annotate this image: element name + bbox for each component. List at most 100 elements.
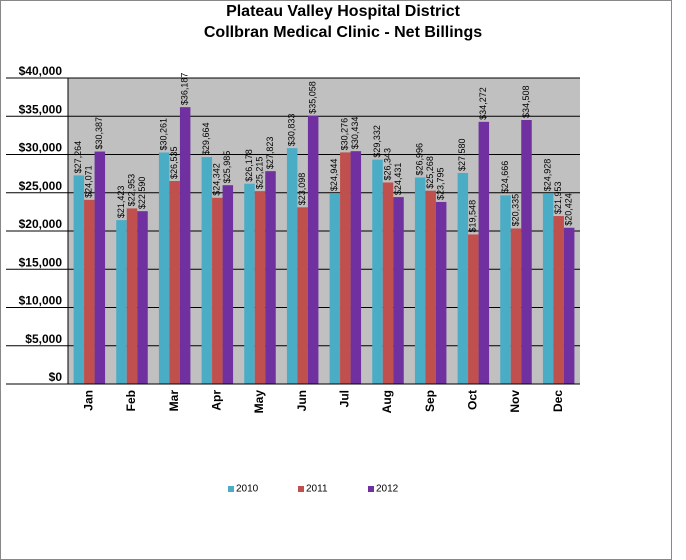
value-label: $23,098	[297, 173, 307, 206]
value-label: $36,187	[180, 73, 190, 106]
value-label: $24,944	[329, 159, 339, 192]
value-label: $30,833	[287, 114, 297, 147]
value-label: $30,261	[159, 118, 169, 151]
value-label: $25,985	[222, 151, 232, 184]
value-label: $22,590	[137, 177, 147, 210]
x-tick-label: Jun	[295, 390, 309, 411]
x-tick-label: Oct	[466, 390, 480, 410]
bar	[435, 201, 447, 384]
bar	[94, 151, 106, 384]
legend-label: 2011	[306, 484, 328, 495]
value-label: $24,431	[393, 163, 403, 196]
legend-swatch	[298, 486, 304, 492]
y-tick-label: $0	[49, 370, 63, 384]
y-tick-label: $15,000	[19, 255, 63, 269]
y-tick-label: $30,000	[19, 141, 63, 155]
chart-subtitle: Collbran Medical Clinic - Net Billings	[204, 24, 482, 41]
x-tick-label: Feb	[124, 390, 138, 411]
bar	[500, 195, 511, 384]
value-label: $26,178	[244, 149, 254, 182]
bar	[158, 152, 170, 384]
value-label: $24,342	[212, 163, 222, 196]
x-tick-label: Jul	[338, 390, 352, 407]
bar	[542, 193, 554, 384]
value-label: $23,795	[436, 167, 446, 200]
bar	[116, 220, 127, 384]
bar	[84, 199, 95, 384]
x-tick-label: May	[252, 390, 266, 414]
value-label: $20,335	[510, 194, 520, 227]
value-label: $27,264	[73, 141, 83, 174]
x-tick-label: Nov	[508, 390, 522, 413]
bar	[478, 121, 490, 384]
value-label: $26,343	[382, 148, 392, 181]
x-tick-label: Jan	[82, 390, 96, 411]
y-tick-label: $10,000	[19, 294, 63, 308]
value-label: $24,928	[543, 159, 553, 192]
bar	[307, 115, 319, 384]
value-label: $20,424	[564, 193, 574, 226]
bar	[414, 177, 426, 384]
bar	[553, 216, 564, 384]
bar	[179, 107, 191, 385]
value-label: $21,953	[553, 182, 563, 215]
bar	[254, 191, 266, 384]
value-label: $30,276	[340, 118, 350, 151]
bar	[329, 193, 341, 384]
value-label: $29,664	[201, 123, 211, 156]
value-label: $26,535	[169, 146, 179, 179]
bar	[222, 185, 234, 384]
y-tick-label: $5,000	[25, 332, 62, 346]
value-label: $35,058	[308, 81, 318, 114]
x-tick-label: Apr	[210, 390, 224, 411]
value-label: $34,508	[521, 85, 531, 118]
legend-label: 2010	[236, 484, 259, 495]
bar	[265, 171, 276, 384]
bar	[73, 175, 85, 384]
bar	[393, 197, 404, 384]
legend-swatch	[228, 486, 234, 492]
value-label: $26,996	[415, 143, 425, 176]
bar	[372, 159, 383, 384]
value-label: $29,332	[372, 125, 382, 158]
value-label: $21,423	[116, 186, 126, 219]
value-label: $27,580	[457, 138, 467, 171]
value-label: $30,434	[350, 117, 360, 150]
bar	[468, 234, 479, 384]
bar	[350, 151, 362, 384]
bar	[286, 148, 298, 384]
value-label: $24,071	[84, 165, 94, 198]
bar	[521, 120, 532, 385]
bar	[212, 197, 223, 384]
bar	[457, 173, 469, 384]
bar	[563, 227, 575, 384]
x-tick-label: Aug	[380, 390, 394, 413]
y-tick-label: $20,000	[19, 217, 63, 231]
bar	[137, 211, 148, 384]
value-label: $22,953	[126, 174, 136, 207]
bar	[169, 181, 180, 384]
bar	[382, 182, 394, 384]
value-label: $27,823	[265, 137, 275, 170]
y-tick-label: $35,000	[19, 102, 63, 116]
bar	[425, 190, 436, 384]
bar	[340, 152, 351, 384]
x-tick-label: Dec	[551, 390, 565, 412]
value-label: $24,666	[500, 161, 510, 194]
value-label: $30,387	[94, 117, 104, 150]
y-tick-label: $40,000	[19, 64, 63, 78]
value-label: $25,268	[425, 156, 435, 189]
bar	[297, 207, 308, 384]
y-tick-label: $25,000	[19, 179, 63, 193]
chart-title: Plateau Valley Hospital District	[226, 3, 461, 20]
bar	[244, 183, 255, 384]
value-label: $19,548	[468, 200, 478, 233]
x-tick-label: Mar	[167, 390, 181, 412]
legend-swatch	[368, 486, 374, 492]
value-label: $34,272	[478, 87, 488, 120]
legend-label: 2012	[376, 484, 399, 495]
x-tick-label: Sep	[423, 390, 437, 412]
bar	[126, 208, 138, 384]
value-label: $25,215	[254, 157, 264, 190]
